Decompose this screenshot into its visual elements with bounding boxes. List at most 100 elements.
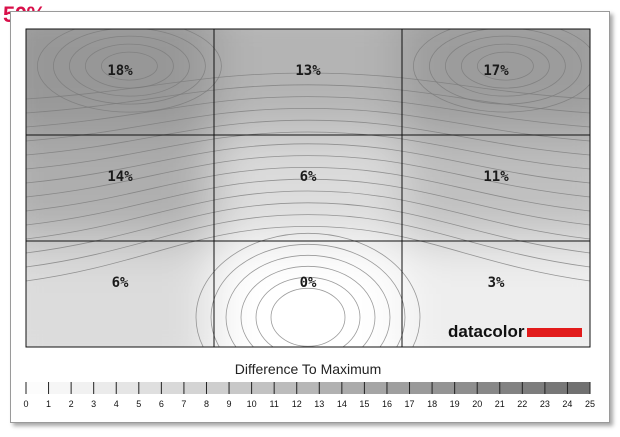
heat-cell [26, 241, 214, 347]
cell-value-label: 13% [295, 63, 321, 79]
heat-cell [26, 29, 214, 135]
scale-swatch [454, 382, 478, 394]
contour-loop [460, 43, 550, 89]
contour-line [26, 202, 590, 254]
contour-loop [37, 29, 222, 113]
contour-line [26, 155, 590, 198]
scale-tick-label: 25 [585, 399, 595, 409]
datacolor-bar [527, 328, 582, 337]
contour-loop [84, 43, 174, 89]
scale-tick-label: 11 [269, 399, 278, 409]
contour-lines [26, 29, 590, 347]
heatmap-area [26, 29, 590, 347]
contour-line [26, 84, 590, 114]
scale-swatch [251, 382, 275, 394]
contour-line [26, 72, 590, 100]
cell-value-label: 17% [483, 63, 509, 79]
scale-tick-label: 23 [540, 399, 550, 409]
scale-swatch [116, 382, 140, 394]
contour-line [26, 143, 590, 184]
scale-tick-label: 21 [495, 399, 505, 409]
scale-swatch [26, 382, 50, 394]
scale-swatch [206, 382, 230, 394]
scale-tick-label: 5 [136, 399, 141, 409]
contour-line [26, 214, 590, 268]
scale-swatch [432, 382, 456, 394]
scale-tick-label: 2 [69, 399, 74, 409]
scale-swatch [183, 382, 207, 394]
scale-tick-label: 12 [292, 399, 302, 409]
contour-loop [53, 29, 206, 105]
cell-value-label: 18% [107, 63, 133, 79]
scale-swatch [386, 382, 411, 394]
scale-tick-label: 19 [450, 399, 460, 409]
scale-swatch [522, 382, 546, 394]
contour-loop [270, 287, 346, 347]
scale-swatch [48, 382, 72, 394]
contour-line [26, 107, 590, 142]
datacolor-wordmark: datacolor [448, 322, 525, 341]
scale-tick-label: 17 [405, 399, 415, 409]
scale-swatch [138, 382, 162, 394]
scale-swatch [499, 382, 523, 394]
cell-value-label: 6% [112, 275, 129, 291]
scale-tick-label: 10 [247, 399, 257, 409]
scale-tick-label: 7 [181, 399, 186, 409]
contour-line [26, 178, 590, 226]
scale-swatch [229, 382, 253, 394]
contour-loop [476, 51, 534, 81]
scale-tick-label: 4 [114, 399, 119, 409]
scale-tick-label: 8 [204, 399, 209, 409]
cell-value-label: 11% [483, 169, 509, 185]
contour-loop [240, 265, 376, 347]
scale-swatch [319, 382, 343, 394]
contour-loop [255, 276, 361, 347]
datacolor-logo: datacolor [448, 322, 582, 341]
scale-tick-label: 13 [314, 399, 324, 409]
contour-loop [210, 243, 406, 347]
contour-loop [68, 35, 190, 97]
cell-value-label: 3% [488, 275, 505, 291]
contour-line [26, 119, 590, 156]
contour-line [26, 190, 590, 240]
scale-swatch [161, 382, 185, 394]
scale-tick-label: 22 [517, 399, 527, 409]
scale-tick-label: 16 [382, 399, 392, 409]
scale-tick-label: 18 [427, 399, 437, 409]
scale-swatch [274, 382, 298, 394]
cell-value-label: 14% [107, 169, 133, 185]
scale-swatch [296, 382, 320, 394]
cell-labels: 18% 13% 17% 14% 6% 11% 6% 0% 3% [107, 63, 509, 291]
scale-tick-label: 1 [46, 399, 51, 409]
scale-tick-label: 9 [227, 399, 232, 409]
scale-tick-label: 14 [337, 399, 347, 409]
contour-loop [225, 254, 391, 347]
scale-swatch [364, 382, 388, 394]
contour-line [26, 166, 590, 212]
scale-tick-label: 3 [91, 399, 96, 409]
cell-value-label: 6% [300, 169, 317, 185]
plot-border [25, 28, 591, 348]
scale-tick-label: 24 [562, 399, 572, 409]
scale-swatch [341, 382, 365, 394]
scale-tick-label: 0 [23, 399, 28, 409]
scale-title: Difference To Maximum [235, 361, 382, 377]
scale-tick-label: 15 [359, 399, 369, 409]
contour-loop [100, 51, 158, 81]
contour-loop [195, 232, 421, 347]
scale-swatch [477, 382, 501, 394]
contour-loop [429, 29, 582, 105]
scale-swatch [544, 382, 568, 394]
scale-swatch [93, 382, 117, 394]
cell-value-label: 0% [300, 275, 317, 291]
scale-swatch [409, 382, 433, 394]
heat-cell [214, 135, 402, 241]
scale-tick-label: 20 [472, 399, 482, 409]
heat-cell [402, 135, 590, 241]
contour-line [26, 96, 590, 128]
contour-loop [413, 29, 590, 113]
contour-line [26, 225, 590, 282]
heat-cell [402, 29, 590, 135]
